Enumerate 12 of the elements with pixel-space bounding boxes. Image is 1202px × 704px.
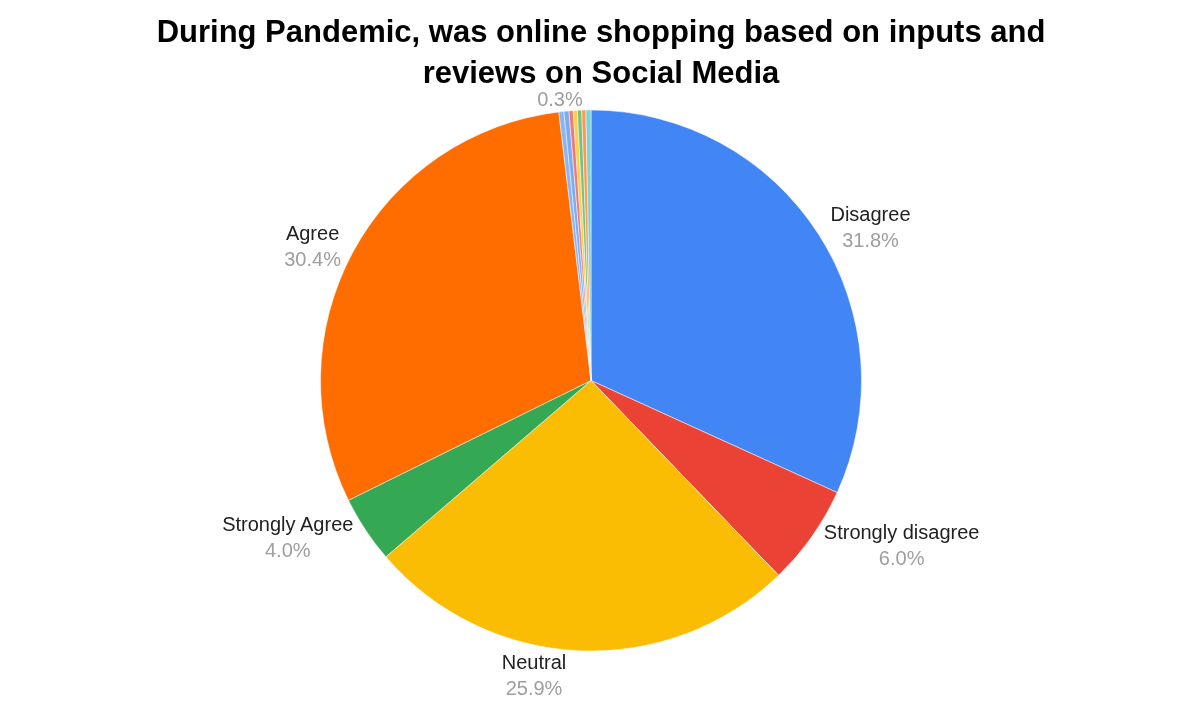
- slice-label: Agree: [285, 222, 340, 245]
- slice-label: Disagree: [830, 203, 911, 226]
- data-label: 30.4%: [284, 248, 342, 271]
- slice-label: Neutral: [501, 650, 567, 673]
- chart-title: During Pandemic, was online shopping based on inputs and reviews on Social Media: [156, 14, 1046, 90]
- slice-label: Strongly disagree: [823, 520, 980, 543]
- data-label: 31.8%: [842, 229, 900, 252]
- data-label: 4.0%: [264, 539, 311, 562]
- slice-label: Strongly Agree: [222, 513, 354, 536]
- data-label: 0.3%: [537, 88, 583, 111]
- data-label: 25.9%: [505, 676, 563, 699]
- data-label: 6.0%: [878, 546, 925, 569]
